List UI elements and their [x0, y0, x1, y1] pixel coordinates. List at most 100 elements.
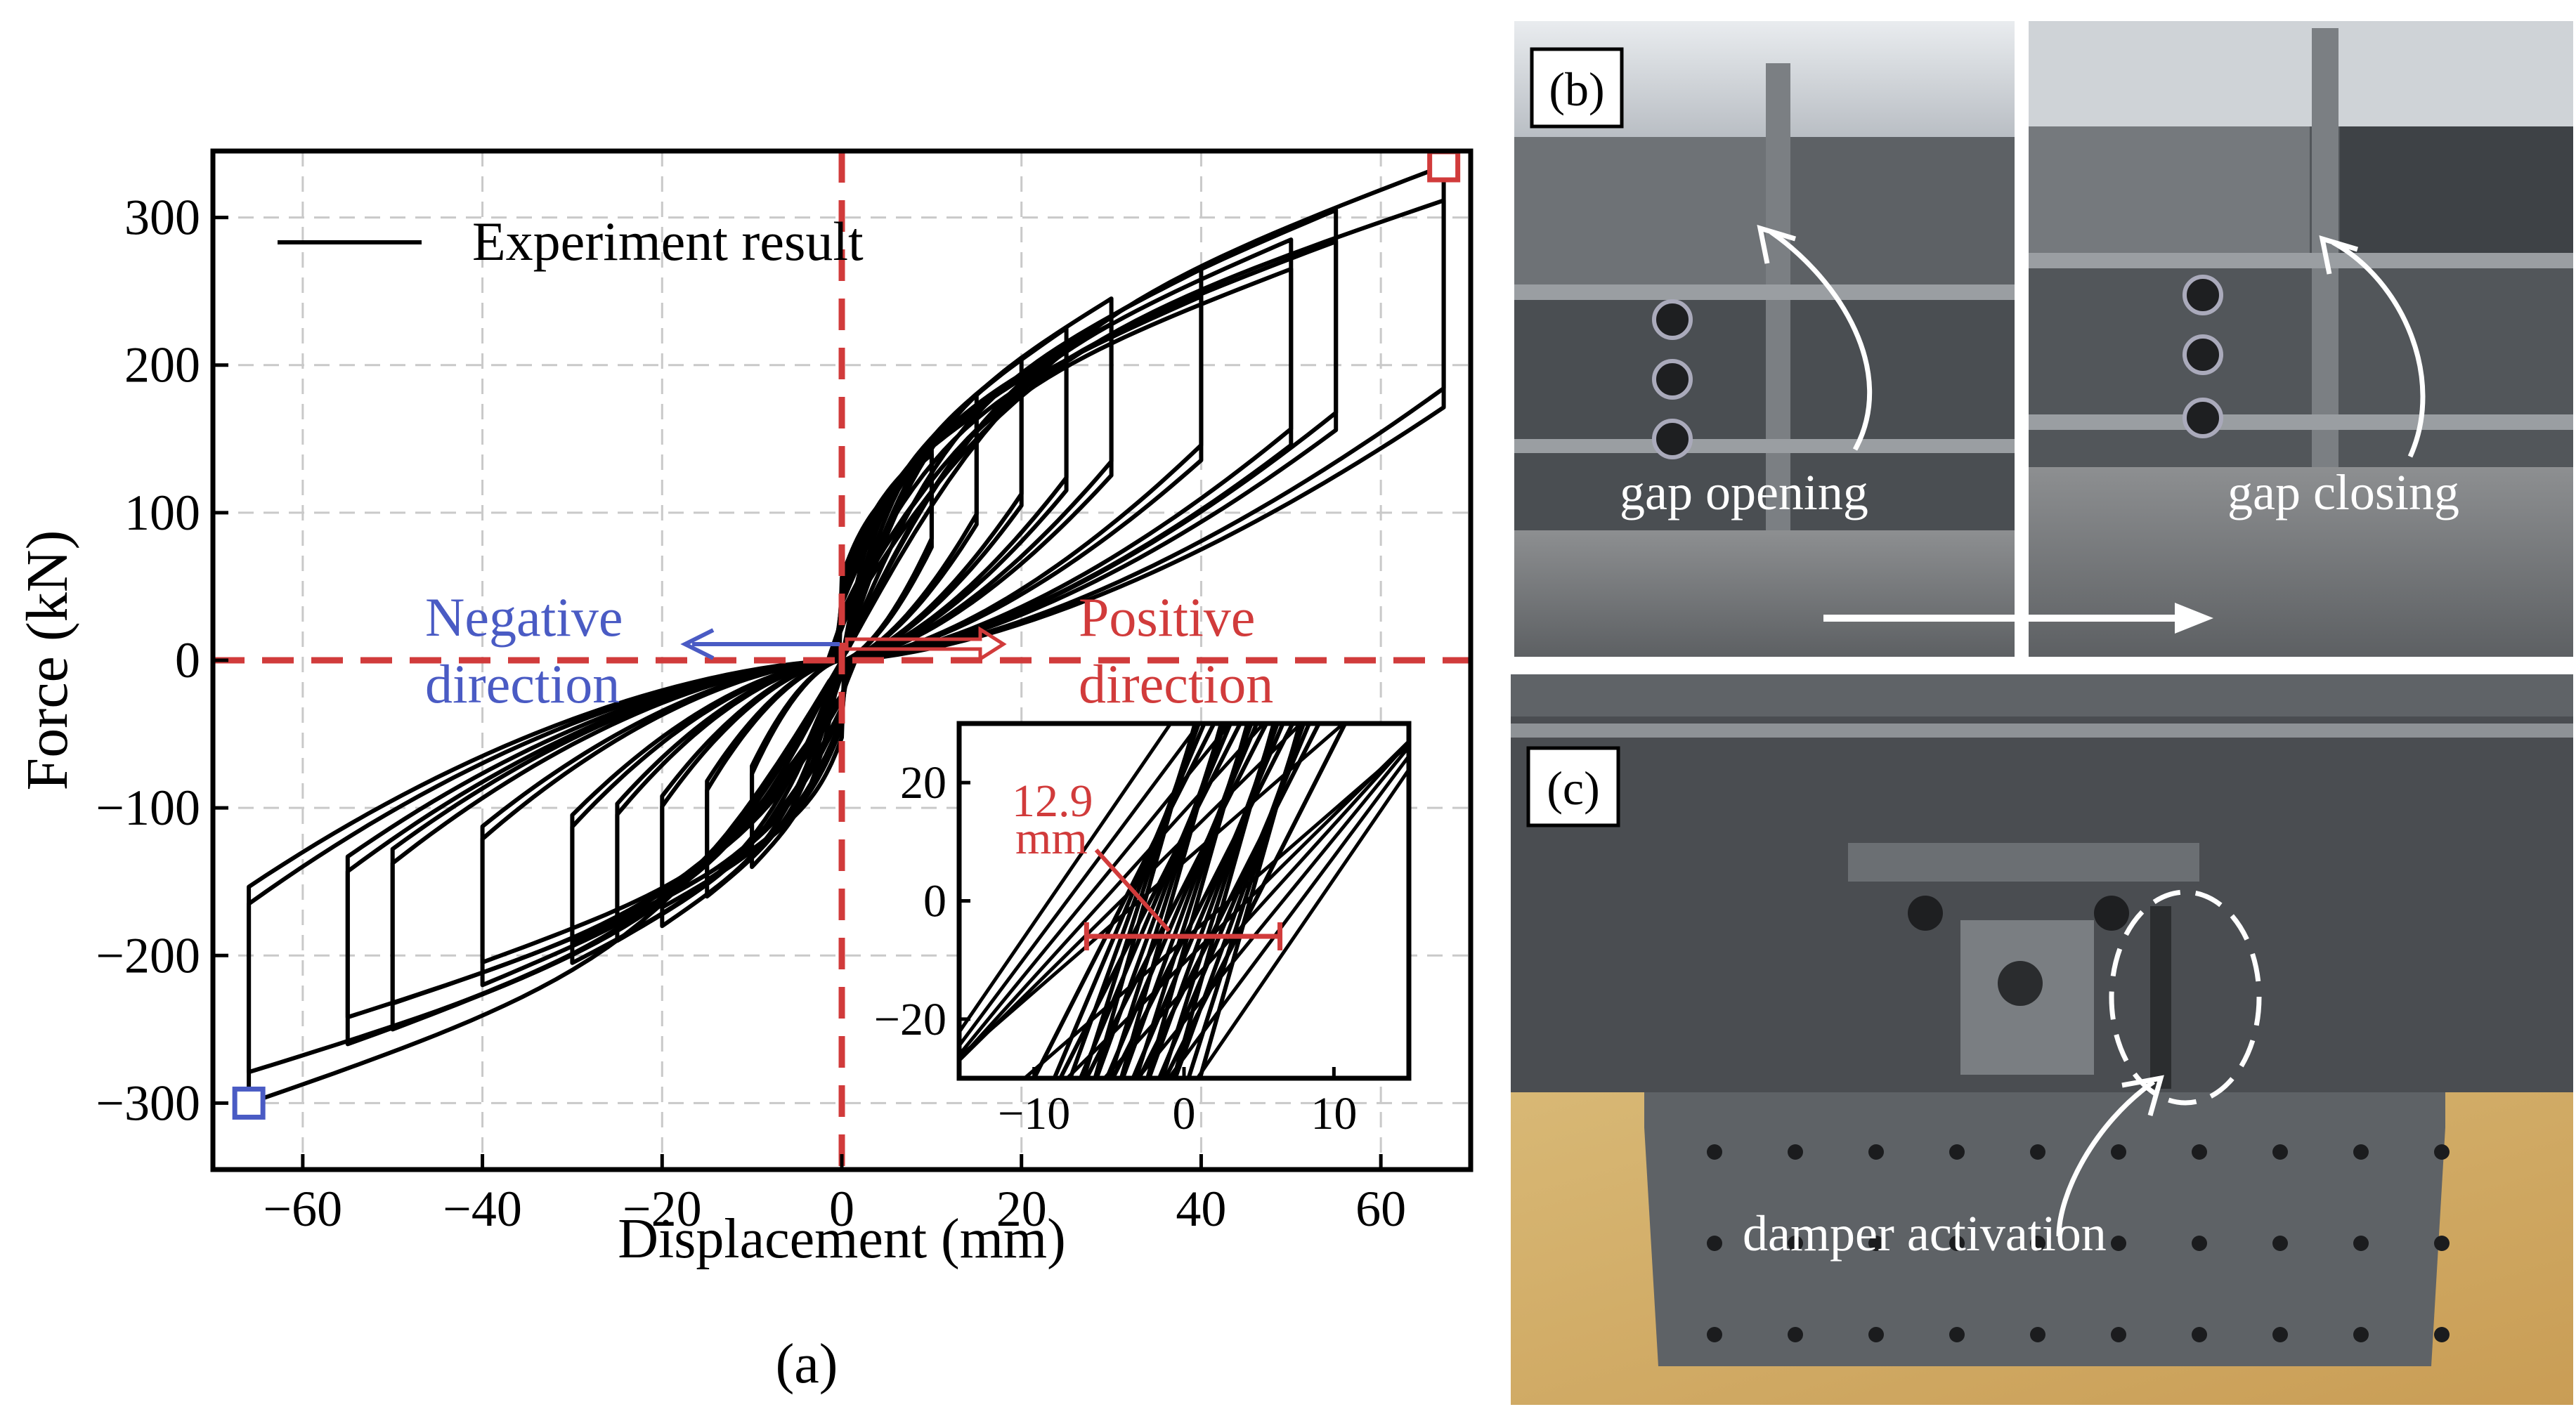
inset-x-tick-label: −10 — [998, 1088, 1070, 1139]
y-tick-label: −200 — [96, 927, 200, 983]
bolt-icon — [1652, 419, 1693, 459]
inset-curve — [1171, 724, 1276, 1078]
hysteresis-loop — [705, 411, 979, 882]
gap-opening-arrowhead — [1757, 224, 1797, 264]
y-tick-label: 100 — [124, 485, 200, 541]
bolt-icon — [2183, 334, 2223, 375]
plate-hole-icon — [1707, 1327, 1722, 1342]
inset-y-tick-label: 0 — [923, 876, 947, 927]
damper-callout-arrowhead — [2121, 1075, 2164, 1116]
plate-hole-icon — [2434, 1236, 2450, 1251]
photo-c-damper: damper activation (c) — [1511, 674, 2573, 1405]
plate-hole-icon — [2111, 1144, 2126, 1160]
y-tick-label: 200 — [124, 337, 200, 393]
gap-leader-line — [1094, 848, 1171, 933]
positive-label-line2: direction — [1079, 653, 1273, 714]
x-tick-label: −40 — [443, 1181, 522, 1237]
bolt-icon — [1652, 359, 1693, 400]
hysteresis-curves — [247, 164, 1446, 1106]
plate-hole-icon — [2192, 1327, 2207, 1342]
hysteresis-loop — [660, 377, 1024, 910]
y-tick-label: 0 — [175, 632, 200, 688]
plate-hole-icon — [1707, 1144, 1722, 1160]
inset-curve — [959, 724, 1232, 1058]
origin-axis-lines — [213, 151, 1471, 1170]
photo-b-right-floor — [2029, 467, 2573, 657]
photo-b-right-cable2 — [2029, 414, 2573, 430]
plate-hole-icon — [2192, 1236, 2207, 1251]
inset-y-tick-label: −20 — [874, 994, 947, 1045]
y-tick-label: −100 — [96, 780, 200, 836]
positive-arrow — [845, 626, 1007, 662]
panel-b-label: (b) — [1549, 63, 1604, 116]
plate-hole-icon — [2030, 1144, 2045, 1160]
negative-direction-annotation: Negative direction — [425, 587, 840, 714]
photo-c-top-plate — [1848, 843, 2199, 882]
y-tick-label: 300 — [124, 190, 200, 246]
plate-hole-icon — [2353, 1236, 2369, 1251]
damper-callout — [2056, 1080, 2156, 1237]
inset-curve — [1093, 724, 1197, 1078]
min-peak-marker — [232, 1086, 266, 1120]
inset-curve — [1197, 724, 1302, 1078]
plate-hole-icon — [2434, 1327, 2450, 1342]
plate-hole-icon — [2111, 1327, 2126, 1342]
plate-hole-icon — [1788, 1144, 1803, 1160]
peak-markers — [232, 149, 1461, 1120]
gap-value-label: 12.9 — [1012, 775, 1093, 827]
photo-b-left-cable1 — [1514, 284, 2015, 300]
inset-curve — [1163, 724, 1348, 1078]
x-tick-label: 0 — [829, 1181, 854, 1237]
plate-hole-icon — [2434, 1144, 2450, 1160]
x-tick-label: −60 — [264, 1181, 343, 1237]
photo-b-right-cable1 — [2029, 253, 2573, 268]
gap-closing-callout — [2331, 240, 2426, 458]
plate-hole-icon — [2272, 1144, 2288, 1160]
hysteresis-loop — [345, 239, 1339, 1020]
inset-curve — [1119, 724, 1223, 1078]
damper-highlight-ellipse — [2109, 889, 2262, 1106]
photo-c-top-beam — [1511, 674, 2573, 716]
photo-b-left-panel1 — [1514, 137, 1771, 284]
negative-label-line1: Negative — [425, 587, 623, 648]
plate-hole-icon — [1868, 1327, 1884, 1342]
plate-hole-icon — [2111, 1236, 2126, 1251]
hysteresis-loop — [750, 452, 934, 855]
gap-opening-caption: gap opening — [1620, 464, 1868, 521]
negative-label-line2: direction — [425, 653, 620, 714]
inset-curve — [959, 724, 1201, 1049]
photo-b-divider — [2015, 21, 2029, 657]
hysteresis-loop — [570, 322, 1114, 944]
bolt-icon — [1908, 896, 1943, 931]
panel-a-label: (a) — [776, 1333, 838, 1395]
photo-b-gap: gap opening gap closing (b) — [1514, 21, 2573, 657]
plate-hole-icon — [1949, 1144, 1965, 1160]
inset-curve — [1102, 739, 1409, 1078]
positive-label-line1: Positive — [1079, 587, 1255, 648]
gap-unit-label: mm — [1015, 813, 1088, 864]
inset-curve — [1065, 738, 1409, 1078]
y-tick-label: −300 — [96, 1075, 200, 1131]
plate-hole-icon — [2353, 1144, 2369, 1160]
photo-b-right-sky — [2029, 21, 2573, 126]
inset-curve — [1136, 744, 1409, 1078]
plate-hole-icon — [1949, 1327, 1965, 1342]
photo-b-left-panel2 — [1788, 137, 2015, 284]
inset-zoom-plot: −10 0 10 −20 0 20 12.9 mm — [874, 721, 1412, 1139]
gap-closing-caption: gap closing — [2227, 464, 2459, 521]
plate-hole-icon — [2353, 1327, 2369, 1342]
y-axis-label: Force (kN) — [15, 530, 80, 791]
gap-opening-callout — [1769, 230, 1873, 451]
plate-hole-icon — [2030, 1236, 2045, 1251]
bolt-icon — [1652, 299, 1693, 340]
x-axis-label: Displacement (mm) — [618, 1208, 1066, 1270]
negative-arrowhead — [680, 628, 715, 660]
x-tick-label: 60 — [1355, 1181, 1406, 1237]
hysteresis-loop — [247, 198, 1446, 1075]
bolt-icon — [1998, 961, 2043, 1006]
bolt-icon — [2183, 275, 2223, 315]
inset-curve — [959, 724, 1303, 1063]
